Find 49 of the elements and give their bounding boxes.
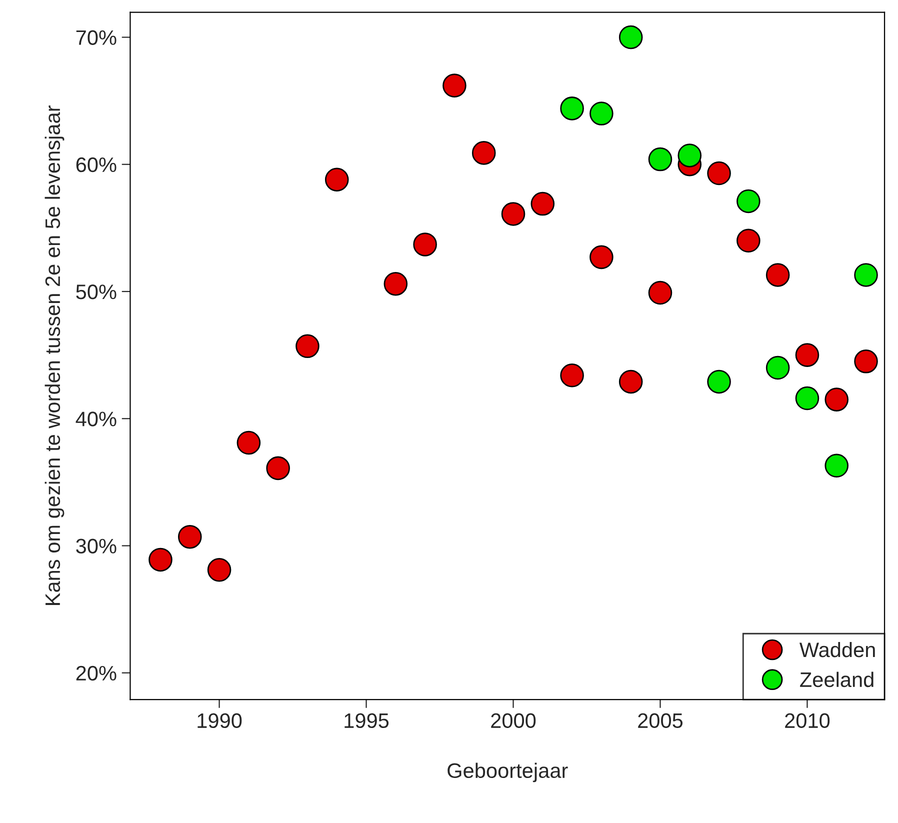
y-axis-title: Kans om gezien te worden tussen 2e en 5e levensjaar bbox=[44, 106, 64, 605]
point bbox=[854, 263, 878, 287]
point bbox=[148, 548, 172, 572]
point bbox=[618, 25, 643, 50]
point bbox=[736, 228, 760, 253]
point bbox=[178, 524, 202, 549]
x-tick-label: 2010 bbox=[785, 713, 830, 728]
point bbox=[678, 144, 702, 168]
x-tick-label: 2000 bbox=[491, 713, 536, 728]
point bbox=[296, 334, 320, 358]
y-tick-label: 30% bbox=[76, 538, 116, 554]
point bbox=[560, 96, 584, 120]
point bbox=[854, 350, 878, 374]
point bbox=[472, 141, 496, 165]
point bbox=[824, 454, 849, 478]
legend-label: Wadden bbox=[799, 642, 875, 658]
legend-label: Zeeland bbox=[800, 672, 874, 688]
point bbox=[384, 272, 408, 296]
point bbox=[795, 343, 820, 367]
point bbox=[766, 356, 790, 380]
point bbox=[736, 189, 760, 214]
point bbox=[324, 168, 349, 192]
x-axis-title: Geboortejaar bbox=[448, 762, 568, 782]
point bbox=[530, 192, 555, 216]
x-tick-label: 1995 bbox=[344, 713, 389, 728]
point bbox=[236, 430, 261, 455]
point bbox=[648, 147, 672, 172]
point bbox=[707, 161, 731, 186]
point bbox=[618, 370, 643, 394]
point bbox=[501, 202, 526, 226]
x-tick-label: 2005 bbox=[638, 713, 683, 728]
y-tick-label: 50% bbox=[76, 284, 116, 300]
point bbox=[590, 245, 614, 270]
point bbox=[795, 386, 820, 410]
point bbox=[207, 558, 232, 582]
point bbox=[590, 102, 614, 126]
point bbox=[648, 280, 672, 305]
y-tick-label: 70% bbox=[76, 30, 116, 46]
y-tick-label: 60% bbox=[76, 157, 116, 172]
point bbox=[442, 74, 466, 98]
x-tick-label: 1990 bbox=[198, 713, 242, 728]
point bbox=[766, 263, 790, 287]
point bbox=[560, 364, 584, 388]
point bbox=[413, 232, 437, 256]
point bbox=[707, 370, 731, 394]
y-tick-label: 40% bbox=[76, 412, 116, 426]
point bbox=[266, 456, 290, 480]
y-tick-label: 20% bbox=[76, 666, 116, 681]
point bbox=[824, 388, 849, 412]
